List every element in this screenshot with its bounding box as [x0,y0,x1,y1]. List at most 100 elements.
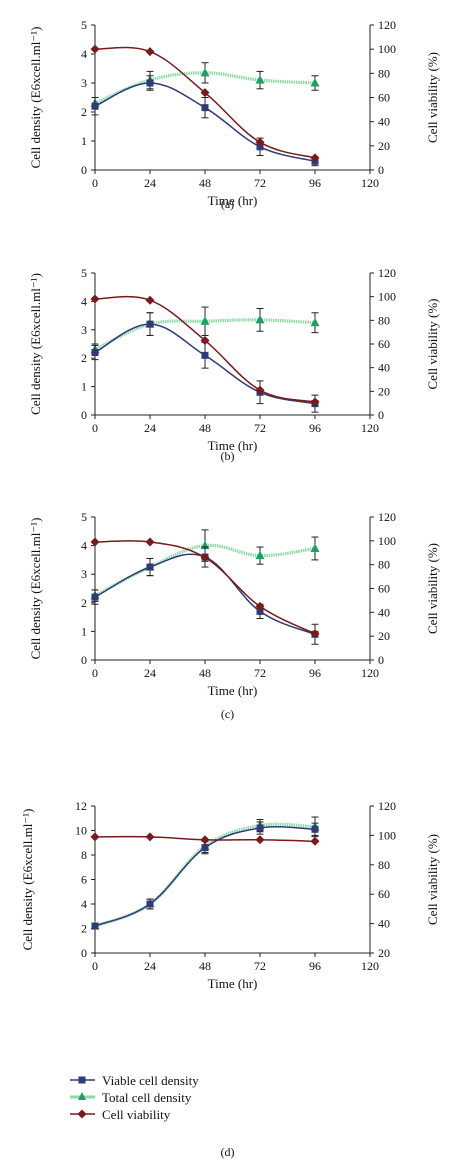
y-tick-label-left: 3 [81,567,87,581]
panel-caption: (a) [221,197,234,211]
x-tick-label: 0 [92,421,98,435]
y-tick-label-right: 120 [378,799,396,813]
point-viability [145,832,155,842]
series-viability [90,537,320,639]
y-tick-label-right: 80 [378,858,390,872]
y-axis-label-left: Cell density (E6xcell.ml⁻¹) [28,518,43,660]
y-tick-label-right: 60 [378,91,390,105]
x-tick-label: 24 [144,176,156,190]
y-tick-label-left: 10 [75,824,87,838]
point-viable [91,922,99,930]
y-tick-label-right: 0 [378,163,384,177]
legend-marker-viable [78,1076,86,1084]
point-total [255,550,265,560]
y-tick-label-left: 2 [81,351,87,365]
point-viability [145,47,155,57]
point-viable [91,593,99,601]
y-tick-label-left: 5 [81,510,87,524]
y-tick-label-right: 80 [378,313,390,327]
point-viability [200,553,210,563]
point-viable [256,824,264,832]
point-viability [145,537,155,547]
y-tick-label-left: 0 [81,408,87,422]
x-tick-label: 72 [254,666,266,680]
point-viability [310,836,320,846]
legend: Viable cell density Total cell density C… [70,1073,199,1122]
point-total [310,317,320,327]
panel-caption: (d) [221,1145,235,1159]
x-tick-label: 120 [361,959,379,973]
point-viable [146,320,154,328]
x-tick-label: 96 [309,666,321,680]
point-viability [255,137,265,147]
x-tick-label: 0 [92,666,98,680]
x-tick-label: 0 [92,959,98,973]
y-tick-label-right: 100 [378,534,396,548]
x-tick-label: 48 [199,176,211,190]
y-tick-label-left: 4 [81,897,87,911]
point-viability [310,397,320,407]
point-viable [146,79,154,87]
legend-label-viability: Cell viability [102,1107,171,1122]
point-viable [91,102,99,110]
point-viability [255,601,265,611]
point-viability [200,835,210,845]
series-total [90,816,320,930]
y-tick-label-right: 20 [378,946,390,960]
y-tick-label-left: 2 [81,596,87,610]
x-axis-label: Time (hr) [208,683,258,698]
y-tick-label-left: 5 [81,266,87,280]
legend-label-total: Total cell density [102,1090,192,1105]
x-axis-label: Time (hr) [208,193,258,208]
x-tick-label: 72 [254,959,266,973]
point-viability [200,335,210,345]
series-viable [91,821,319,930]
y-tick-label-left: 0 [81,653,87,667]
y-tick-label-right: 40 [378,917,390,931]
y-axis-label-left: Cell density (E6xcell.ml⁻¹) [20,809,35,951]
y-tick-label-left: 4 [81,539,87,553]
y-tick-label-right: 40 [378,361,390,375]
legend-item-total: Total cell density [70,1090,192,1105]
point-viability [90,832,100,842]
point-total [200,316,210,325]
point-viability [200,88,210,98]
x-axis-label: Time (hr) [208,438,258,453]
x-tick-label: 72 [254,421,266,435]
y-tick-label-right: 80 [378,66,390,80]
x-tick-label: 120 [361,666,379,680]
y-tick-label-left: 12 [75,799,87,813]
y-tick-label-right: 40 [378,115,390,129]
legend-item-viable: Viable cell density [70,1073,199,1088]
y-axis-label-right: Cell viability (%) [425,299,440,390]
point-total [310,543,320,552]
y-tick-label-left: 4 [81,294,87,308]
panel-caption: (b) [221,449,235,463]
x-tick-label: 24 [144,421,156,435]
chart-panel-4: 0 24 48 72 96 12002468101220406080100120Time … [20,799,440,1159]
x-tick-label: 72 [254,176,266,190]
point-viability [90,537,100,547]
point-total [255,314,265,324]
point-viable [311,825,319,833]
point-viability [310,153,320,163]
point-viability [145,295,155,305]
point-viable [201,351,209,359]
y-tick-label-left: 2 [81,105,87,119]
y-tick-label-right: 20 [378,139,390,153]
x-tick-label: 48 [199,421,211,435]
x-tick-label: 24 [144,666,156,680]
y-tick-label-right: 100 [378,828,396,842]
y-tick-label-left: 8 [81,848,87,862]
y-tick-label-left: 1 [81,134,87,148]
x-tick-label: 96 [309,176,321,190]
point-viability [90,44,100,54]
y-tick-label-right: 20 [378,629,390,643]
y-tick-label-right: 40 [378,605,390,619]
series-viability [90,294,320,407]
point-viability [310,629,320,639]
y-tick-label-left: 6 [81,873,87,887]
